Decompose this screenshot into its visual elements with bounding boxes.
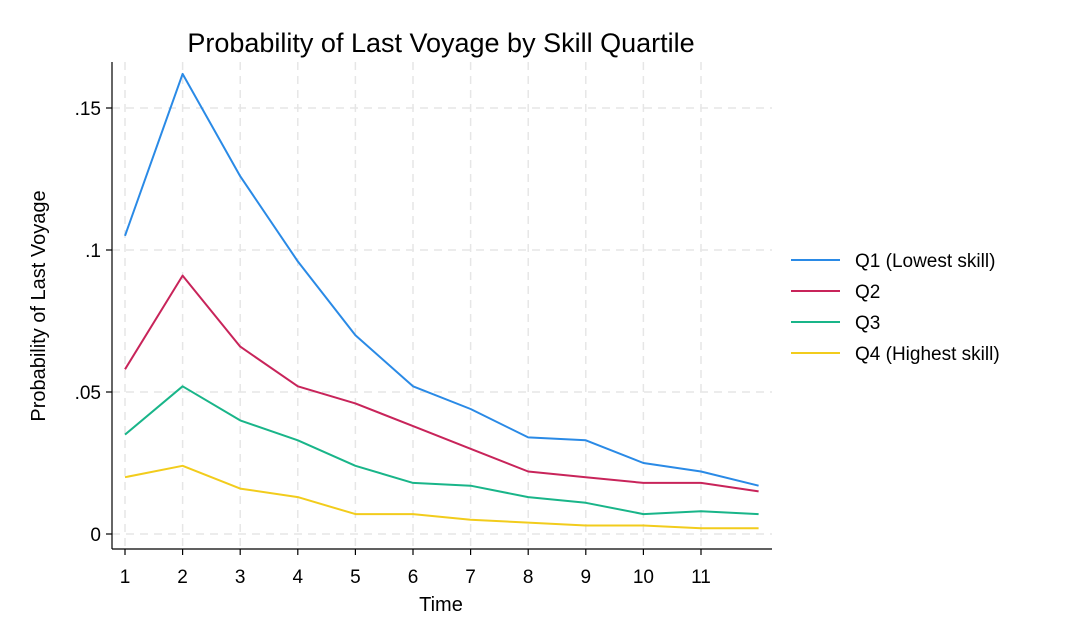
x-tick-label: 11 [691,567,711,588]
series-line [124,464,759,530]
legend-label: Q2 [855,282,880,303]
series-line [124,72,759,487]
x-tick-label: 8 [523,567,534,588]
series-lines [124,72,759,530]
x-tick-label: 4 [293,567,304,588]
y-tick-label: 0 [90,525,101,546]
axes: 0 .05 .1 .15 1 2 3 4 5 6 7 8 9 10 11 [75,62,772,588]
y-tick-label: .15 [75,99,101,120]
x-tick-label: 1 [120,567,131,588]
y-tick-label: .1 [85,241,101,262]
x-axis-label: Time [419,594,463,616]
grid-lines [112,62,772,549]
x-tick-label: 10 [633,567,654,588]
legend-label: Q4 (Highest skill) [855,344,1000,365]
legend-label: Q1 (Lowest skill) [855,251,995,272]
x-tick-label: 5 [350,567,361,588]
y-tick-label: .05 [75,383,101,404]
x-tick-label: 2 [177,567,188,588]
legend-label: Q3 [855,313,880,334]
x-tick-label: 6 [408,567,419,588]
series-line [124,385,759,516]
x-tick-label: 9 [581,567,592,588]
series-line [124,274,759,493]
chart-title: Probability of Last Voyage by Skill Quar… [187,28,694,58]
x-tick-label: 7 [465,567,476,588]
x-tick-label: 3 [235,567,246,588]
legend: Q1 (Lowest skill) Q2 Q3 Q4 (Highest skill) [791,251,1000,365]
y-axis-label: Probability of Last Voyage [28,190,50,421]
